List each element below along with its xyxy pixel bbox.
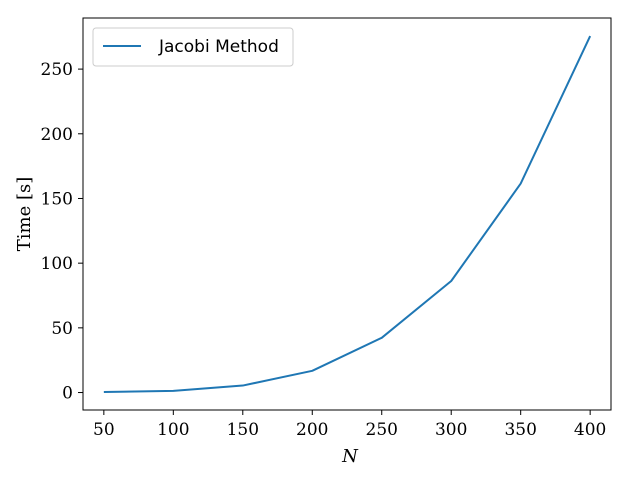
- x-tick-label: 50: [93, 420, 115, 440]
- legend-box: [92, 27, 294, 67]
- legend-label-jacobi-method: Jacobi Method: [158, 37, 279, 57]
- plot-area: [82, 17, 612, 411]
- x-tick-label: 150: [227, 420, 259, 440]
- x-tick-label: 300: [435, 420, 467, 440]
- series-line-jacobi-method: [103, 35, 592, 394]
- x-tick-label: 250: [366, 420, 398, 440]
- x-tick-label: 350: [504, 420, 536, 440]
- x-axis-label: N: [341, 446, 359, 467]
- y-axis-ticks: 0 50 100 150 200 250: [41, 60, 83, 404]
- y-tick-label: 200: [41, 125, 73, 145]
- series-lines: [103, 35, 592, 394]
- x-axis-ticks: 50 100 150 200 250 300 350 400: [93, 410, 606, 440]
- y-tick-label: 100: [41, 254, 73, 274]
- x-tick-label: 100: [157, 420, 189, 440]
- y-tick-label: 250: [41, 60, 73, 80]
- y-tick-label: 50: [51, 319, 73, 339]
- x-tick-label: 400: [574, 420, 606, 440]
- y-axis-label: Time [s]: [14, 177, 35, 252]
- y-tick-label: 150: [41, 189, 73, 209]
- y-tick-label: 0: [62, 384, 73, 404]
- legend: Jacobi Method: [92, 27, 294, 67]
- x-tick-label: 200: [296, 420, 328, 440]
